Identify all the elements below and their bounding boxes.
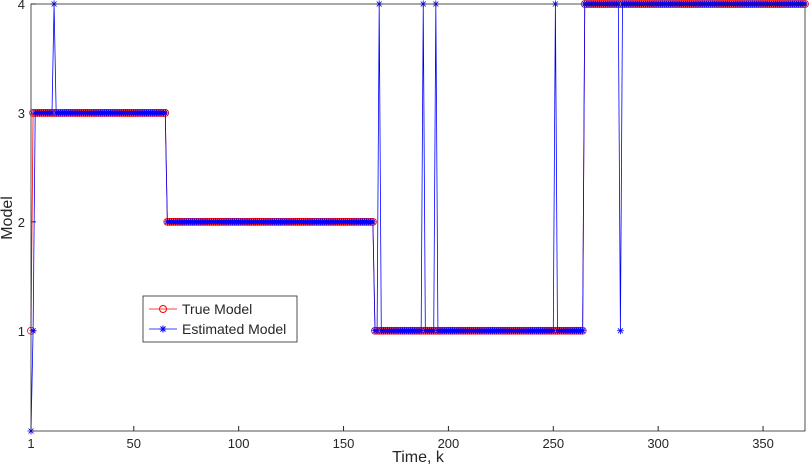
plot-frame [30,3,806,432]
x-tick-label: 250 [542,436,564,451]
legend-label: True Model [182,301,252,317]
y-tick-label: 4 [18,0,25,12]
marker [48,109,56,117]
x-tick-label: 100 [228,436,250,451]
marker [161,109,169,117]
marker [417,327,425,335]
marker [549,327,557,335]
y-tick-label: 2 [18,215,25,230]
y-tick-label: 1 [18,324,25,339]
marker [369,218,377,226]
y-tick-label: 3 [18,106,25,121]
x-tick-label: 1 [27,436,34,451]
x-tick-label: 300 [647,436,669,451]
marker [579,327,587,335]
marker [616,327,624,335]
x-tick-label: 200 [438,436,460,451]
legend-label: Estimated Model [182,321,286,337]
x-axis-label: Time, k [392,449,445,466]
legend-marker [159,325,167,333]
marker [373,327,381,335]
marker [430,327,438,335]
legend-marker [159,305,167,313]
x-tick-label: 150 [333,436,355,451]
x-tick-label: 50 [127,436,141,451]
marker [29,327,37,335]
y-axis-label: Model [0,196,16,240]
legend-box [142,295,298,343]
x-tick-label: 350 [752,436,774,451]
legend: True Model Estimated Model [142,295,298,343]
